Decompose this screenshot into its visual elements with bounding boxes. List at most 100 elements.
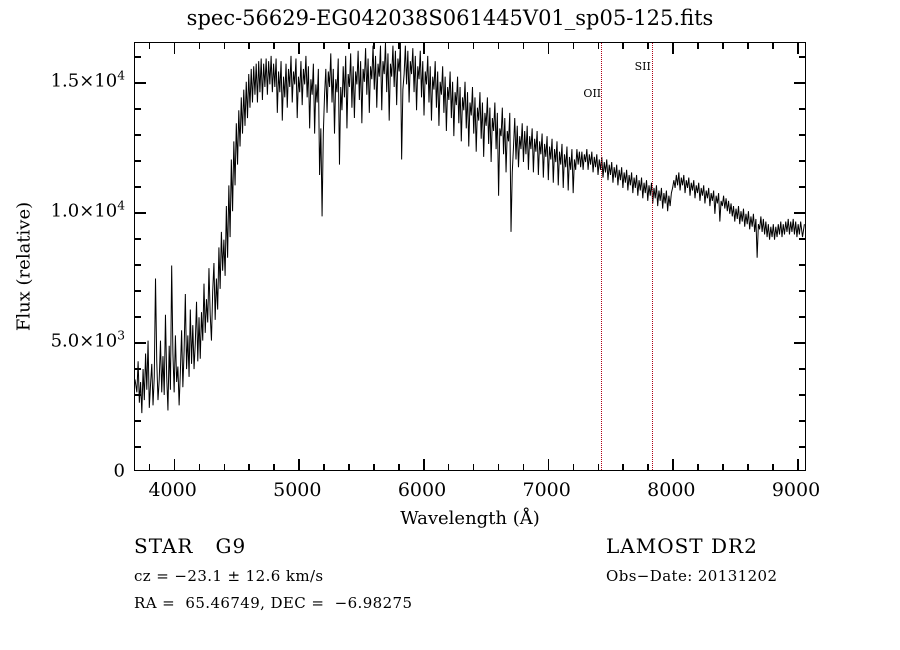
y-tick-minor-right bbox=[799, 394, 805, 396]
y-tick-minor-right bbox=[799, 238, 805, 240]
y-tick-major bbox=[135, 212, 146, 214]
y-tick-major-right bbox=[794, 212, 805, 214]
x-tick-major-top bbox=[173, 43, 176, 54]
x-tick-minor bbox=[622, 464, 624, 470]
y-tick-minor bbox=[135, 108, 141, 110]
x-tick-minor bbox=[572, 464, 575, 470]
x-tick-minor bbox=[248, 464, 250, 470]
x-tick-minor-top bbox=[772, 43, 774, 49]
x-tick-minor bbox=[223, 464, 226, 470]
y-tick-minor-right bbox=[799, 368, 805, 370]
x-tick-major-top bbox=[672, 43, 674, 54]
x-tick-minor-top bbox=[348, 43, 350, 49]
y-tick-minor bbox=[135, 186, 141, 188]
page-title: spec-56629-EG042038S061445V01_sp05-125.f… bbox=[186, 6, 714, 30]
x-tick-major bbox=[298, 459, 300, 470]
x-tick-minor-top bbox=[722, 43, 724, 49]
y-tick-minor-right bbox=[799, 108, 805, 110]
y-tick-major-right bbox=[794, 342, 805, 344]
footer-right: LAMOST DR2 Obs−Date: 20131202 bbox=[606, 534, 777, 594]
x-tick-minor bbox=[398, 464, 400, 470]
y-tick-minor-right bbox=[799, 134, 805, 136]
y-tick-minor bbox=[135, 316, 141, 318]
footer-left: STAR G9 cz = −23.1 ± 12.6 km/s RA = 65.4… bbox=[134, 534, 412, 621]
x-tick-major bbox=[797, 459, 799, 470]
y-tick-minor-right bbox=[799, 316, 805, 318]
y-tick-minor bbox=[135, 238, 141, 240]
x-tick-minor bbox=[373, 464, 375, 470]
x-tick-minor-top bbox=[373, 43, 375, 49]
y-tick-minor-right bbox=[799, 420, 805, 422]
y-tick-minor-right bbox=[799, 56, 805, 58]
x-tick-label: 6000 bbox=[397, 479, 447, 501]
y-tick-minor bbox=[135, 394, 141, 396]
x-tick-minor bbox=[323, 464, 325, 470]
y-axis-title: Flux (relative) bbox=[13, 201, 35, 332]
y-tick-minor bbox=[135, 420, 141, 422]
y-tick-minor bbox=[135, 134, 141, 136]
x-tick-label: 7000 bbox=[522, 479, 571, 501]
y-tick-minor bbox=[135, 446, 141, 448]
x-tick-minor bbox=[772, 464, 774, 470]
x-tick-label: 9000 bbox=[771, 479, 821, 501]
x-tick-minor-top bbox=[447, 43, 450, 49]
spectrum-curve bbox=[135, 43, 805, 470]
y-tick-major bbox=[135, 342, 146, 344]
x-tick-major-top bbox=[298, 43, 300, 54]
x-tick-minor-top bbox=[597, 43, 600, 49]
x-tick-minor bbox=[697, 464, 699, 470]
y-tick-major-right bbox=[794, 82, 805, 84]
x-tick-minor bbox=[447, 464, 450, 470]
y-tick-mantissa: 5.0×10 bbox=[50, 330, 118, 352]
x-axis-title: Wavelength (Å) bbox=[400, 508, 540, 529]
y-tick-minor bbox=[135, 264, 141, 266]
x-tick-major bbox=[672, 459, 674, 470]
y-tick-mantissa: 1.0×10 bbox=[50, 200, 118, 222]
x-tick-label: 8000 bbox=[647, 479, 696, 501]
x-tick-minor-top bbox=[223, 43, 226, 49]
x-tick-minor-top bbox=[198, 43, 201, 49]
y-tick-major bbox=[135, 82, 146, 84]
obs-date: Obs−Date: 20131202 bbox=[606, 567, 778, 585]
x-tick-major bbox=[423, 459, 425, 470]
x-tick-major bbox=[547, 459, 550, 470]
y-tick-minor-right bbox=[799, 290, 805, 292]
x-tick-major bbox=[173, 459, 176, 470]
plot-area: OII SII bbox=[134, 42, 806, 471]
x-tick-minor bbox=[497, 464, 500, 470]
x-tick-minor-top bbox=[248, 43, 250, 49]
y-tick-minor-right bbox=[799, 186, 805, 188]
y-tick-minor bbox=[135, 56, 141, 58]
x-tick-minor bbox=[647, 464, 649, 470]
y-tick-label: 1.0×104 bbox=[0, 198, 125, 222]
line-marker-label-sii: SII bbox=[634, 60, 651, 73]
x-tick-minor-top bbox=[697, 43, 699, 49]
line-marker-label-oii: OII bbox=[583, 87, 602, 100]
y-tick-minor bbox=[135, 290, 141, 292]
x-tick-minor bbox=[722, 464, 724, 470]
x-tick-minor-top bbox=[622, 43, 624, 49]
line-marker-oii bbox=[601, 43, 603, 470]
y-tick-minor-right bbox=[799, 446, 805, 448]
x-tick-major-top bbox=[423, 43, 425, 54]
x-tick-minor-top bbox=[273, 43, 275, 49]
velocity-value: cz = −23.1 ± 12.6 km/s bbox=[134, 567, 324, 585]
y-tick-minor bbox=[135, 160, 141, 162]
y-tick-minor-right bbox=[799, 160, 805, 162]
y-tick-minor bbox=[135, 368, 141, 370]
x-tick-minor-top bbox=[497, 43, 500, 49]
survey-name: LAMOST DR2 bbox=[606, 534, 758, 558]
y-tick-exponent: 4 bbox=[117, 198, 125, 213]
x-tick-label: 5000 bbox=[273, 479, 322, 501]
x-tick-minor-top bbox=[647, 43, 649, 49]
x-tick-minor bbox=[747, 464, 749, 470]
x-tick-minor-top bbox=[572, 43, 575, 49]
y-tick-exponent: 4 bbox=[117, 68, 125, 83]
x-tick-major-top bbox=[547, 43, 550, 54]
coordinates-value: RA = 65.46749, DEC = −6.98275 bbox=[134, 594, 413, 612]
x-tick-major-top bbox=[797, 43, 799, 54]
x-tick-minor bbox=[273, 464, 275, 470]
y-tick-label: 0 bbox=[113, 460, 125, 482]
y-tick-mantissa: 1.5×10 bbox=[50, 70, 118, 92]
